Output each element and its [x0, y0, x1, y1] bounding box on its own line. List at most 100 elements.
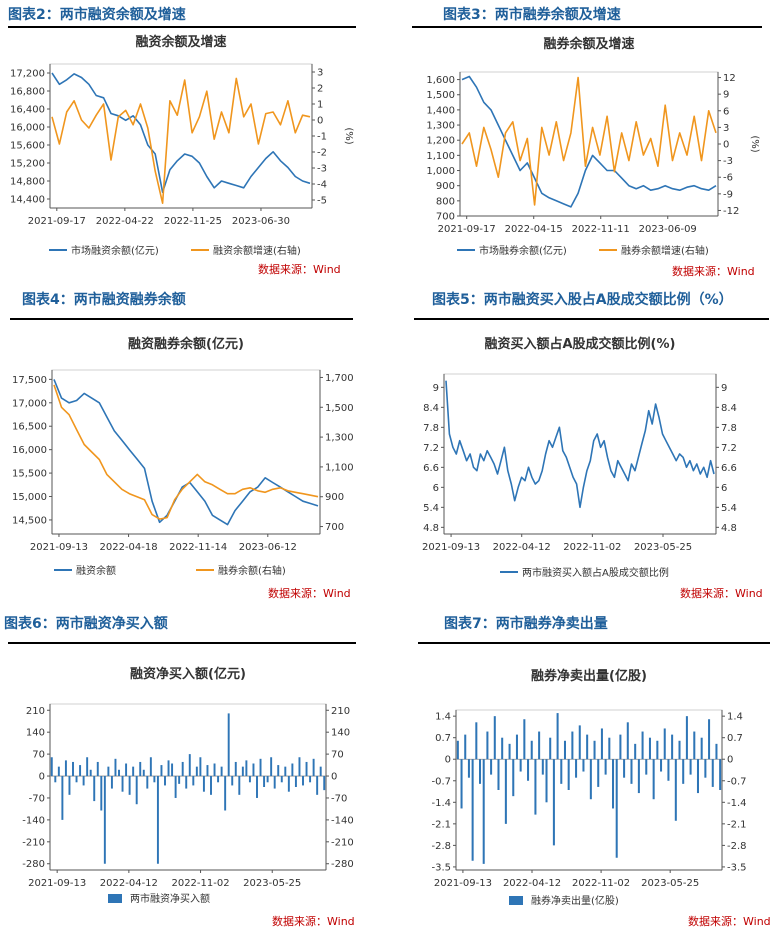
y-tick-label-left: 16,000: [10, 123, 45, 134]
series-line: [53, 384, 319, 520]
heading-rule: [8, 26, 356, 28]
x-tick-label: 2022-11-02: [171, 878, 229, 889]
x-tick-label: 2023-05-25: [641, 878, 699, 889]
heading-rule: [412, 26, 762, 28]
x-tick-label: 2023-05-25: [243, 878, 301, 889]
legend-label: 市场融资余额(亿元): [71, 244, 159, 257]
y-tick-label-right: 70: [331, 750, 344, 761]
y-tick-label-left: 800: [436, 196, 455, 207]
y-tick-label-left: 1,600: [426, 75, 455, 86]
x-tick-label: 2021-09-17: [28, 216, 86, 227]
y-tick-label-right: -3: [317, 164, 327, 175]
x-tick-label: 2022-11-25: [164, 216, 222, 227]
x-tick-label: 2022-04-12: [100, 878, 158, 889]
chart-title: 融券净卖出量(亿股): [531, 668, 647, 684]
x-tick-label: 2022-11-02: [572, 878, 630, 889]
y-tick-label-right: 1,300: [325, 433, 354, 444]
legend-label: 融券余额增速(右轴): [621, 244, 709, 257]
x-tick-label: 2022-11-11: [572, 224, 630, 235]
x-tick-label: 2021-09-13: [30, 542, 88, 553]
margin-balance-chart: 融资融券余额(亿元) 17,500 17,000 16,500 16,000 15,500…: [12, 336, 354, 577]
y-tick-label-left: 0: [445, 755, 451, 766]
y-tick-label-left: 7.2: [423, 443, 439, 454]
y-tick-label-right: 3: [723, 123, 729, 134]
financing-buy-ratio-chart: 融资买入额占A股成交额比例(%) 9 8.4 7.8 7.2 6.6 6 5.4 4.8 9 8.4…: [422, 336, 737, 579]
panel-heading: 图表4：两市融资融券余额: [22, 292, 186, 308]
y-tick-label-right: -3.5: [727, 862, 747, 873]
chart-title: 融券余额及增速: [543, 36, 634, 52]
y-tick-label-left: 15,000: [12, 492, 47, 503]
plot-area: [455, 709, 723, 871]
y-tick-label-left: 17,500: [12, 375, 47, 386]
y-tick-label-right: -2: [317, 148, 327, 159]
plot-area: [49, 703, 327, 871]
y-tick-label-right: 1.4: [727, 712, 743, 723]
y-tick-label-left: 1,500: [426, 90, 455, 101]
y-tick-label-left: -2.1: [431, 819, 451, 830]
series-line: [51, 77, 311, 204]
legend-swatch: [108, 894, 122, 903]
y-tick-label-left: 1.4: [435, 712, 451, 723]
y-tick-label-right: 700: [325, 522, 344, 533]
y-tick-label-left: 1,300: [426, 121, 455, 132]
legend-label: 市场融券余额(亿元): [479, 244, 567, 257]
series-line: [53, 379, 319, 526]
source-note: 数据来源：Wind: [672, 265, 755, 278]
series-line: [461, 76, 717, 206]
plot-area: [443, 373, 717, 535]
legend-label: 融资余额: [76, 564, 116, 577]
x-tick-label: 2022-04-18: [100, 542, 158, 553]
y-tick-label-left: 4.8: [423, 523, 439, 534]
legend-label: 两市融资买入额占A股成交额比例: [522, 566, 669, 579]
y-tick-label-left: 0.7: [435, 733, 451, 744]
securities-net-sell-chart: 融券净卖出量(亿股) 1.4 0.7 0 -0.7 -1.4 -2.1 -2.8 -3.5 1.4…: [431, 668, 747, 907]
heading-rule: [8, 642, 356, 644]
y-axis-unit: (%): [749, 135, 760, 152]
securities-lending-balance-chart: 融券余额及增速 1,600 1,500 1,400 1,300 1,200 1,100 1,0…: [426, 36, 760, 257]
y-tick-label-right: 12: [723, 73, 736, 84]
y-tick-label-right: -280: [331, 859, 354, 870]
y-tick-label-right: 5.4: [721, 503, 737, 514]
y-tick-label-right: 0: [727, 755, 733, 766]
x-tick-label: 2022-04-15: [505, 224, 563, 235]
y-tick-label-left: 6.6: [423, 463, 439, 474]
x-tick-label: 2023-06-30: [232, 216, 290, 227]
y-tick-label-right: -6: [723, 173, 733, 184]
x-tick-label: 2022-11-02: [563, 542, 621, 553]
y-tick-label-right: 1,700: [325, 373, 354, 384]
y-tick-label-left: 1,000: [426, 166, 455, 177]
y-tick-label-left: 1,200: [426, 136, 455, 147]
source-note: 数据来源：Wind: [688, 915, 771, 928]
y-tick-label-right: 9: [723, 90, 729, 101]
x-tick-label: 2023-06-12: [239, 542, 297, 553]
panel-heading: 图表5：两市融资买入股占A股成交额比例（%）: [432, 292, 733, 308]
y-tick-label-left: -1.4: [431, 798, 451, 809]
y-tick-label-left: 8.4: [423, 403, 439, 414]
y-tick-label-left: 1,100: [426, 151, 455, 162]
source-note: 数据来源：Wind: [272, 915, 355, 928]
y-tick-label-right: -70: [331, 793, 347, 804]
y-tick-label-left: 900: [436, 181, 455, 192]
chart-title: 融资余额及增速: [135, 34, 226, 50]
x-tick-label: 2021-09-13: [422, 542, 480, 553]
y-tick-label-right: 210: [331, 706, 350, 717]
heading-rule: [10, 318, 353, 320]
y-tick-label-left: -0.7: [431, 776, 451, 787]
y-tick-label-left: -280: [22, 859, 45, 870]
y-tick-label-left: -2.8: [431, 841, 451, 852]
y-tick-label-right: -2.8: [727, 841, 747, 852]
y-tick-label-left: 15,600: [10, 141, 45, 152]
y-tick-label-right: 0: [723, 140, 729, 151]
legend-swatch: [509, 896, 523, 905]
chart-title: 融资买入额占A股成交额比例(%): [485, 336, 676, 352]
heading-rule: [414, 318, 769, 320]
y-tick-label-left: -210: [22, 837, 45, 848]
y-tick-label-right: 1: [317, 100, 323, 111]
y-tick-label-left: 14,400: [10, 195, 45, 206]
panel-heading: 图表7：两市融券净卖出量: [444, 616, 608, 632]
chart-title: 融资净买入额(亿元): [130, 666, 246, 682]
y-tick-label-right: -5: [317, 196, 327, 207]
y-axis-unit: (%): [343, 127, 354, 144]
y-tick-label-left: 0: [39, 772, 45, 783]
y-tick-label-left: 16,000: [12, 445, 47, 456]
